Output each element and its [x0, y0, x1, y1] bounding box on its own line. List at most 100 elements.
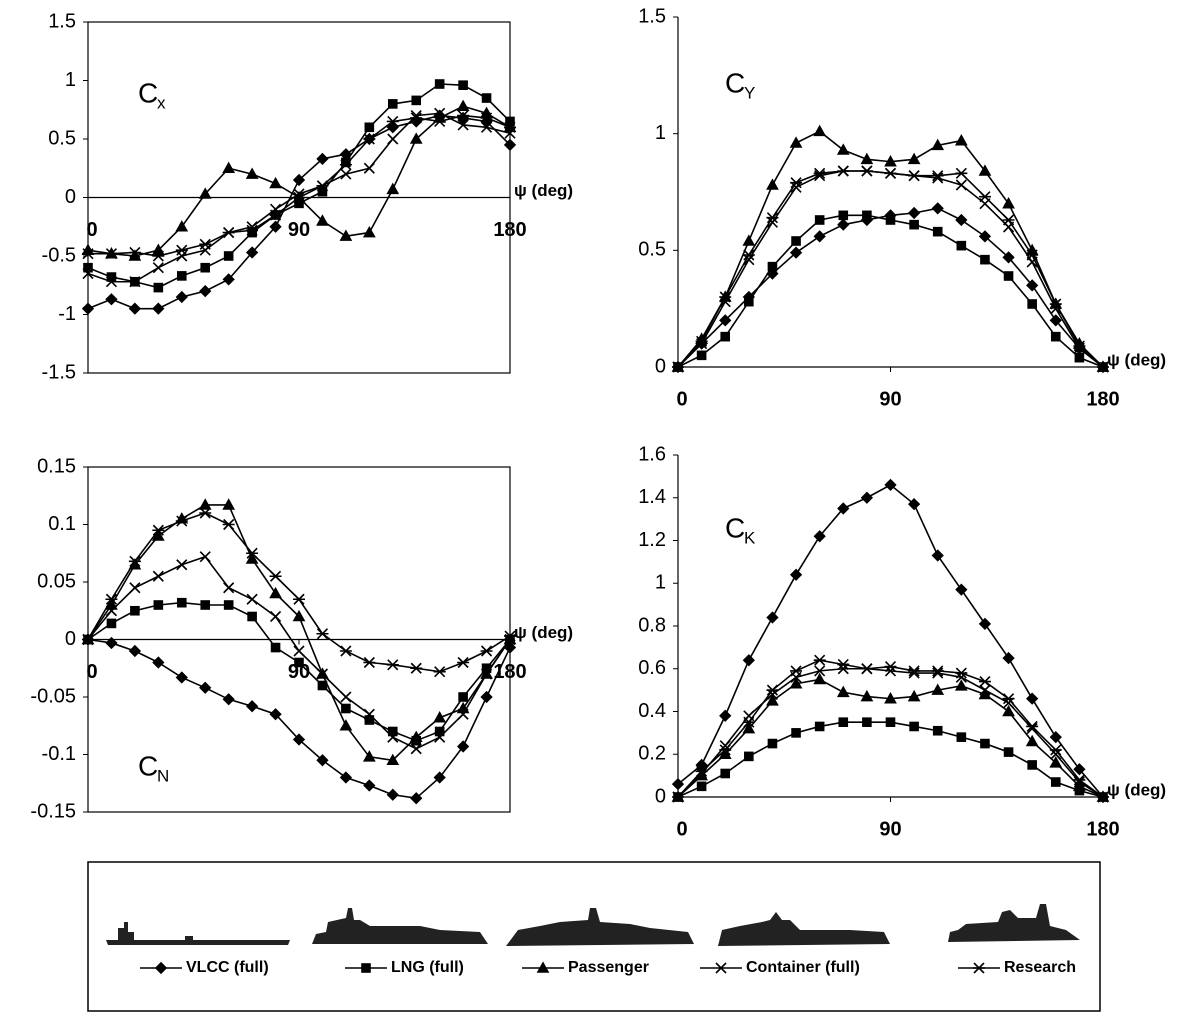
- marker-diamond: [199, 284, 212, 298]
- marker-triangle: [1049, 756, 1063, 768]
- marker-x: [293, 645, 305, 657]
- marker-square: [317, 680, 328, 691]
- marker-triangle: [269, 586, 282, 599]
- x-tick-label: 0: [676, 818, 687, 840]
- marker-asterisk: [128, 555, 141, 567]
- marker-x: [246, 593, 258, 605]
- series-line: [87, 512, 511, 673]
- marker-diamond: [175, 671, 188, 684]
- marker-square: [200, 600, 211, 610]
- marker-asterisk: [316, 628, 329, 640]
- marker-square: [932, 226, 943, 237]
- ship-silhouettes: [106, 904, 1080, 946]
- marker-asterisk: [790, 665, 803, 677]
- marker-x: [1073, 776, 1085, 788]
- marker-x: [766, 688, 779, 700]
- marker-asterisk: [363, 133, 376, 145]
- marker-asterisk: [695, 765, 708, 777]
- marker-asterisk: [199, 507, 212, 519]
- marker-triangle: [860, 152, 874, 165]
- marker-triangle: [1073, 779, 1086, 792]
- marker-x: [176, 559, 188, 571]
- marker-triangle: [742, 234, 756, 246]
- marker-asterisk: [480, 645, 493, 657]
- marker-asterisk: [1097, 361, 1109, 373]
- marker-x: [340, 168, 352, 180]
- marker-x: [82, 267, 94, 280]
- marker-triangle: [813, 672, 827, 685]
- marker-diamond: [152, 302, 165, 315]
- marker-triangle: [742, 721, 756, 734]
- marker-diamond: [1026, 692, 1039, 705]
- marker-triangle: [151, 243, 165, 255]
- marker-diamond: [503, 641, 517, 654]
- marker-x: [176, 250, 188, 262]
- marker-asterisk: [813, 167, 826, 179]
- marker-triangle: [931, 683, 945, 695]
- y-tick-label: 1: [655, 572, 666, 594]
- marker-asterisk: [978, 676, 991, 688]
- marker-asterisk: [246, 224, 259, 236]
- y-tick-label: 0.15: [37, 455, 76, 477]
- marker-asterisk: [175, 244, 188, 256]
- marker-asterisk: [386, 115, 399, 128]
- legend-label: LNG (full): [391, 959, 464, 976]
- marker-diamond: [245, 700, 259, 713]
- marker-asterisk: [1049, 298, 1062, 310]
- marker-asterisk: [742, 249, 755, 261]
- y-tick-label: 0.5: [638, 239, 666, 261]
- marker-triangle: [718, 747, 732, 760]
- y-tick-label: -0.1: [42, 743, 76, 765]
- marker-diamond: [222, 693, 235, 706]
- marker-asterisk: [363, 656, 376, 669]
- marker-diamond: [105, 636, 118, 650]
- marker-square: [364, 122, 375, 133]
- marker-diamond: [245, 246, 259, 259]
- legend-label: Container (full): [746, 959, 860, 976]
- marker-square: [411, 95, 422, 106]
- marker-triangle: [339, 229, 353, 241]
- y-tick-label: 1.2: [638, 529, 666, 551]
- marker-square: [1027, 299, 1037, 309]
- marker-asterisk: [766, 684, 779, 696]
- marker-square: [791, 236, 801, 246]
- marker-x: [696, 767, 708, 780]
- marker-diamond: [128, 302, 142, 315]
- marker-x: [434, 107, 446, 119]
- marker-asterisk: [316, 180, 329, 192]
- marker-x: [1050, 303, 1062, 315]
- marker-x: [715, 962, 727, 974]
- marker-square: [909, 721, 919, 732]
- marker-square: [458, 692, 468, 702]
- marker-diamond: [931, 549, 944, 562]
- marker-square: [153, 600, 164, 610]
- marker-square: [361, 963, 371, 973]
- x-tick-label: 0: [86, 661, 97, 683]
- marker-asterisk: [222, 518, 235, 531]
- marker-asterisk: [504, 121, 516, 133]
- marker-triangle: [978, 164, 992, 176]
- marker-square: [341, 703, 351, 714]
- marker-diamond: [175, 290, 188, 304]
- y-tick-label: -0.05: [30, 685, 76, 707]
- x-tick-label: 0: [86, 219, 97, 241]
- y-tick-label: 1: [65, 69, 76, 91]
- marker-asterisk: [978, 191, 991, 203]
- marker-square: [1003, 271, 1014, 281]
- marker-x: [387, 133, 399, 145]
- x-axis-label: ψ (deg): [514, 181, 573, 200]
- marker-square: [434, 79, 445, 89]
- ship-lng: [312, 908, 488, 944]
- marker-square: [294, 657, 304, 668]
- marker-square: [838, 210, 849, 221]
- marker-square: [791, 728, 801, 738]
- marker-asterisk: [860, 165, 873, 177]
- marker-diamond: [410, 792, 423, 805]
- marker-diamond: [837, 218, 850, 231]
- y-tick-label: 0.6: [638, 657, 666, 679]
- marker-x: [790, 181, 802, 193]
- marker-diamond: [884, 478, 897, 492]
- y-tick-label: 1: [655, 122, 666, 144]
- marker-square: [980, 738, 990, 749]
- marker-asterisk: [222, 227, 235, 239]
